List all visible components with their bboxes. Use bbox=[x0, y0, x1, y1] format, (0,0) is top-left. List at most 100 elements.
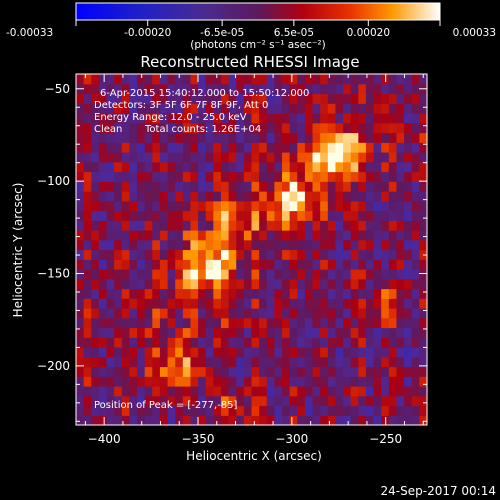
heatmap-cell bbox=[373, 269, 382, 280]
heatmap-cell bbox=[404, 327, 413, 338]
heatmap-cell bbox=[228, 317, 237, 329]
heatmap-cell bbox=[190, 83, 199, 95]
heatmap-cell bbox=[343, 171, 352, 182]
heatmap-cell bbox=[129, 200, 138, 212]
heatmap-cell bbox=[289, 230, 298, 241]
heatmap-cell bbox=[320, 210, 329, 221]
heatmap-cell bbox=[205, 308, 214, 319]
heatmap-cell bbox=[98, 220, 108, 231]
heatmap-cell bbox=[358, 161, 367, 173]
heatmap-cell bbox=[419, 181, 427, 192]
heatmap-cell bbox=[411, 269, 420, 280]
heatmap-cell bbox=[381, 122, 390, 134]
heatmap-cell bbox=[228, 298, 237, 309]
heatmap-cell bbox=[289, 405, 298, 416]
heatmap-cell bbox=[190, 366, 199, 377]
heatmap-cell bbox=[98, 327, 108, 338]
heatmap-cell bbox=[343, 269, 352, 280]
heatmap-cell bbox=[350, 298, 359, 309]
heatmap-cell bbox=[335, 317, 344, 329]
x-tick-label: −350 bbox=[182, 432, 215, 446]
heatmap-cell bbox=[404, 288, 413, 299]
heatmap-cell bbox=[91, 269, 100, 280]
heatmap-cell bbox=[289, 269, 298, 280]
heatmap-cell bbox=[228, 269, 237, 280]
heatmap-cell bbox=[121, 152, 131, 163]
heatmap-cell bbox=[312, 327, 321, 338]
heatmap-cell bbox=[91, 288, 100, 299]
heatmap-cell bbox=[404, 103, 413, 114]
heatmap-cell bbox=[243, 74, 253, 85]
heatmap-cell bbox=[274, 230, 283, 241]
heatmap-cell bbox=[83, 317, 92, 329]
heatmap-cell bbox=[106, 191, 115, 202]
heatmap-cell bbox=[159, 152, 169, 163]
heatmap-cell bbox=[98, 210, 108, 221]
heatmap-cell bbox=[266, 239, 275, 251]
heatmap-cell bbox=[381, 405, 390, 416]
heatmap-cell bbox=[358, 278, 367, 290]
heatmap-cell bbox=[282, 83, 291, 95]
y-tick-label: −50 bbox=[45, 82, 70, 96]
heatmap-cell bbox=[404, 356, 413, 368]
timestamp: 24-Sep-2017 00:14 bbox=[381, 484, 496, 498]
heatmap-cell bbox=[282, 239, 291, 251]
heatmap-cell bbox=[213, 113, 222, 124]
heatmap-cell bbox=[266, 161, 275, 173]
heatmap-cell bbox=[175, 132, 184, 143]
heatmap-cell bbox=[98, 113, 108, 124]
heatmap-cell bbox=[304, 347, 314, 358]
heatmap-cell bbox=[205, 230, 214, 241]
heatmap-cell bbox=[358, 259, 367, 270]
heatmap-cell bbox=[388, 259, 398, 270]
heatmap-cell bbox=[381, 317, 390, 329]
heatmap-cell bbox=[251, 327, 260, 338]
heatmap-cell bbox=[327, 122, 337, 134]
heatmap-cell bbox=[121, 132, 131, 143]
heatmap-cell bbox=[243, 161, 253, 173]
heatmap-cell bbox=[396, 298, 405, 309]
heatmap-cell bbox=[358, 191, 367, 202]
heatmap-cell bbox=[373, 74, 382, 85]
heatmap-cell bbox=[251, 122, 260, 134]
heatmap-cell bbox=[274, 142, 283, 153]
heatmap-cell bbox=[251, 103, 260, 114]
heatmap-cell bbox=[98, 317, 108, 329]
heatmap-cell bbox=[350, 249, 359, 260]
heatmap-cell bbox=[152, 298, 161, 309]
heatmap-cell bbox=[373, 142, 382, 153]
heatmap-cell bbox=[198, 122, 207, 134]
heatmap-cell bbox=[312, 405, 321, 416]
heatmap-cell bbox=[228, 356, 237, 368]
heatmap-cell bbox=[228, 93, 237, 104]
heatmap-cell bbox=[175, 405, 184, 416]
heatmap-cell bbox=[396, 386, 405, 397]
heatmap-cell bbox=[411, 230, 420, 241]
heatmap-cell bbox=[419, 366, 427, 377]
heatmap-cell bbox=[388, 113, 398, 124]
heatmap-cell bbox=[396, 259, 405, 270]
heatmap-cell bbox=[282, 269, 291, 280]
heatmap-cell bbox=[228, 239, 237, 251]
heatmap-cell bbox=[358, 181, 367, 192]
heatmap-cell bbox=[129, 230, 138, 241]
heatmap-cell bbox=[228, 171, 237, 182]
heatmap-cell bbox=[274, 356, 283, 368]
heatmap-cell bbox=[312, 200, 321, 212]
heatmap-cell bbox=[274, 337, 283, 348]
heatmap-cell bbox=[190, 317, 199, 329]
heatmap-cell bbox=[98, 259, 108, 270]
heatmap-cell bbox=[129, 356, 138, 368]
heatmap-cell bbox=[91, 161, 100, 173]
heatmap-cell bbox=[83, 230, 92, 241]
heatmap-cell bbox=[205, 220, 214, 231]
heatmap-cell bbox=[175, 347, 184, 358]
heatmap-cell bbox=[198, 191, 207, 202]
heatmap-cell bbox=[297, 269, 306, 280]
heatmap-cell bbox=[411, 278, 420, 290]
heatmap-cell bbox=[76, 395, 85, 407]
heatmap-cell bbox=[198, 113, 207, 124]
heatmap-cell bbox=[152, 142, 161, 153]
heatmap-cell bbox=[373, 386, 382, 397]
heatmap-cell bbox=[327, 356, 337, 368]
